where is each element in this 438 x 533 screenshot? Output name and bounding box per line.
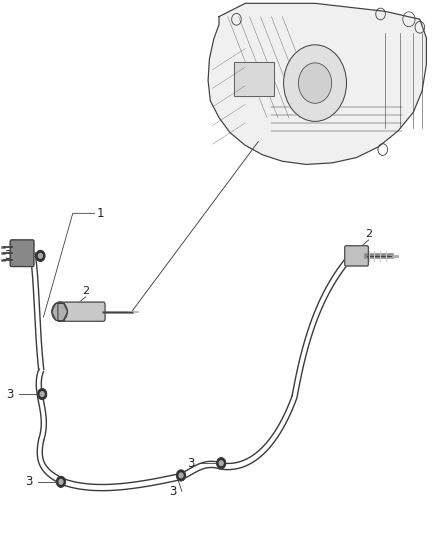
Circle shape (38, 389, 46, 399)
FancyBboxPatch shape (58, 302, 105, 321)
Circle shape (59, 479, 63, 484)
Text: 3: 3 (187, 457, 195, 470)
Text: 3: 3 (25, 475, 32, 488)
Text: 2: 2 (365, 229, 372, 239)
Circle shape (177, 470, 185, 481)
Circle shape (40, 392, 44, 397)
Text: 1: 1 (97, 207, 104, 220)
Circle shape (52, 302, 67, 321)
Bar (234, 62, 274, 96)
FancyBboxPatch shape (345, 246, 368, 266)
Circle shape (39, 254, 42, 259)
Text: 2: 2 (82, 286, 89, 296)
Circle shape (57, 477, 65, 487)
Circle shape (298, 63, 332, 103)
Text: 3: 3 (169, 485, 177, 498)
Circle shape (179, 473, 183, 478)
Polygon shape (208, 3, 426, 165)
Circle shape (284, 45, 346, 122)
Text: 3: 3 (7, 387, 14, 401)
Circle shape (217, 458, 226, 469)
Bar (234, 62, 274, 96)
FancyBboxPatch shape (11, 240, 34, 266)
Circle shape (219, 461, 223, 466)
Circle shape (36, 251, 45, 261)
Text: 3: 3 (5, 249, 12, 262)
